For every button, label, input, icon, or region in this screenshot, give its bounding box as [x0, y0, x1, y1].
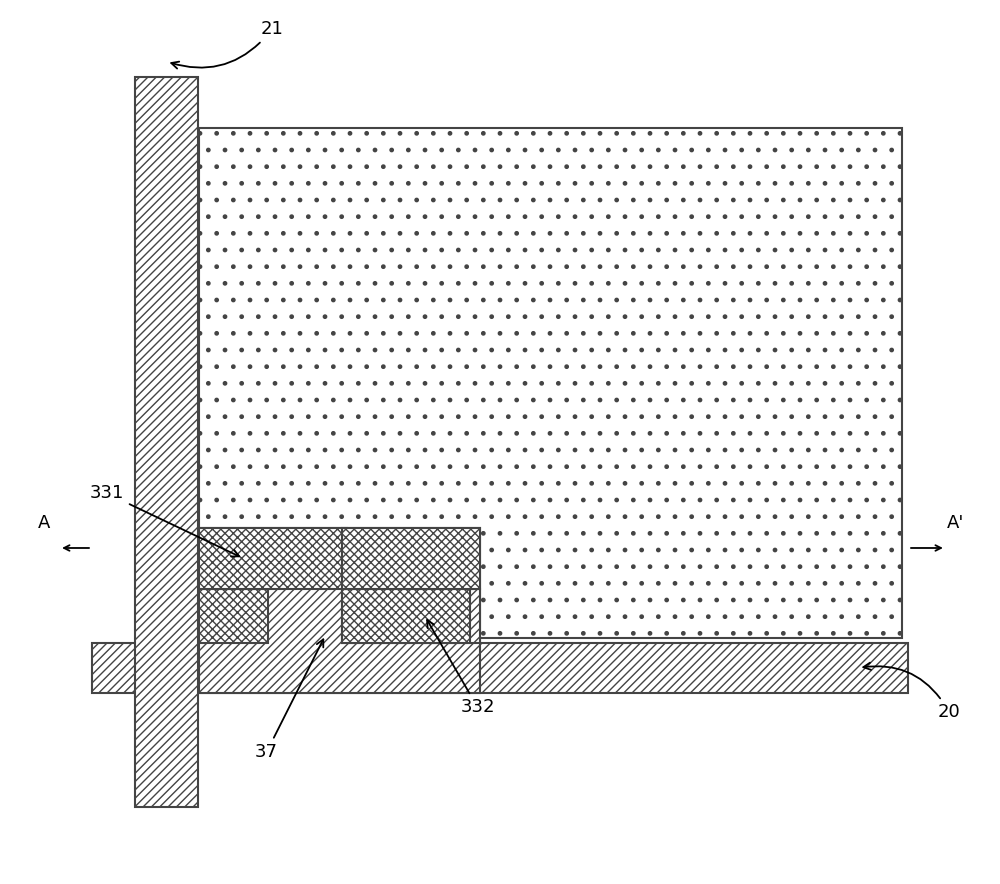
Bar: [92, 643, 908, 693]
Text: A': A': [947, 514, 964, 532]
Bar: [199, 589, 268, 643]
Bar: [342, 528, 480, 589]
Bar: [199, 128, 902, 638]
Bar: [199, 528, 480, 693]
Bar: [342, 589, 470, 643]
Text: 331: 331: [90, 484, 239, 557]
Text: A: A: [38, 514, 51, 532]
Text: 332: 332: [427, 620, 495, 716]
Bar: [342, 589, 480, 643]
Bar: [199, 528, 347, 589]
Text: 37: 37: [255, 639, 323, 761]
Bar: [135, 78, 198, 806]
Text: 20: 20: [863, 663, 961, 721]
Text: 21: 21: [171, 19, 284, 69]
